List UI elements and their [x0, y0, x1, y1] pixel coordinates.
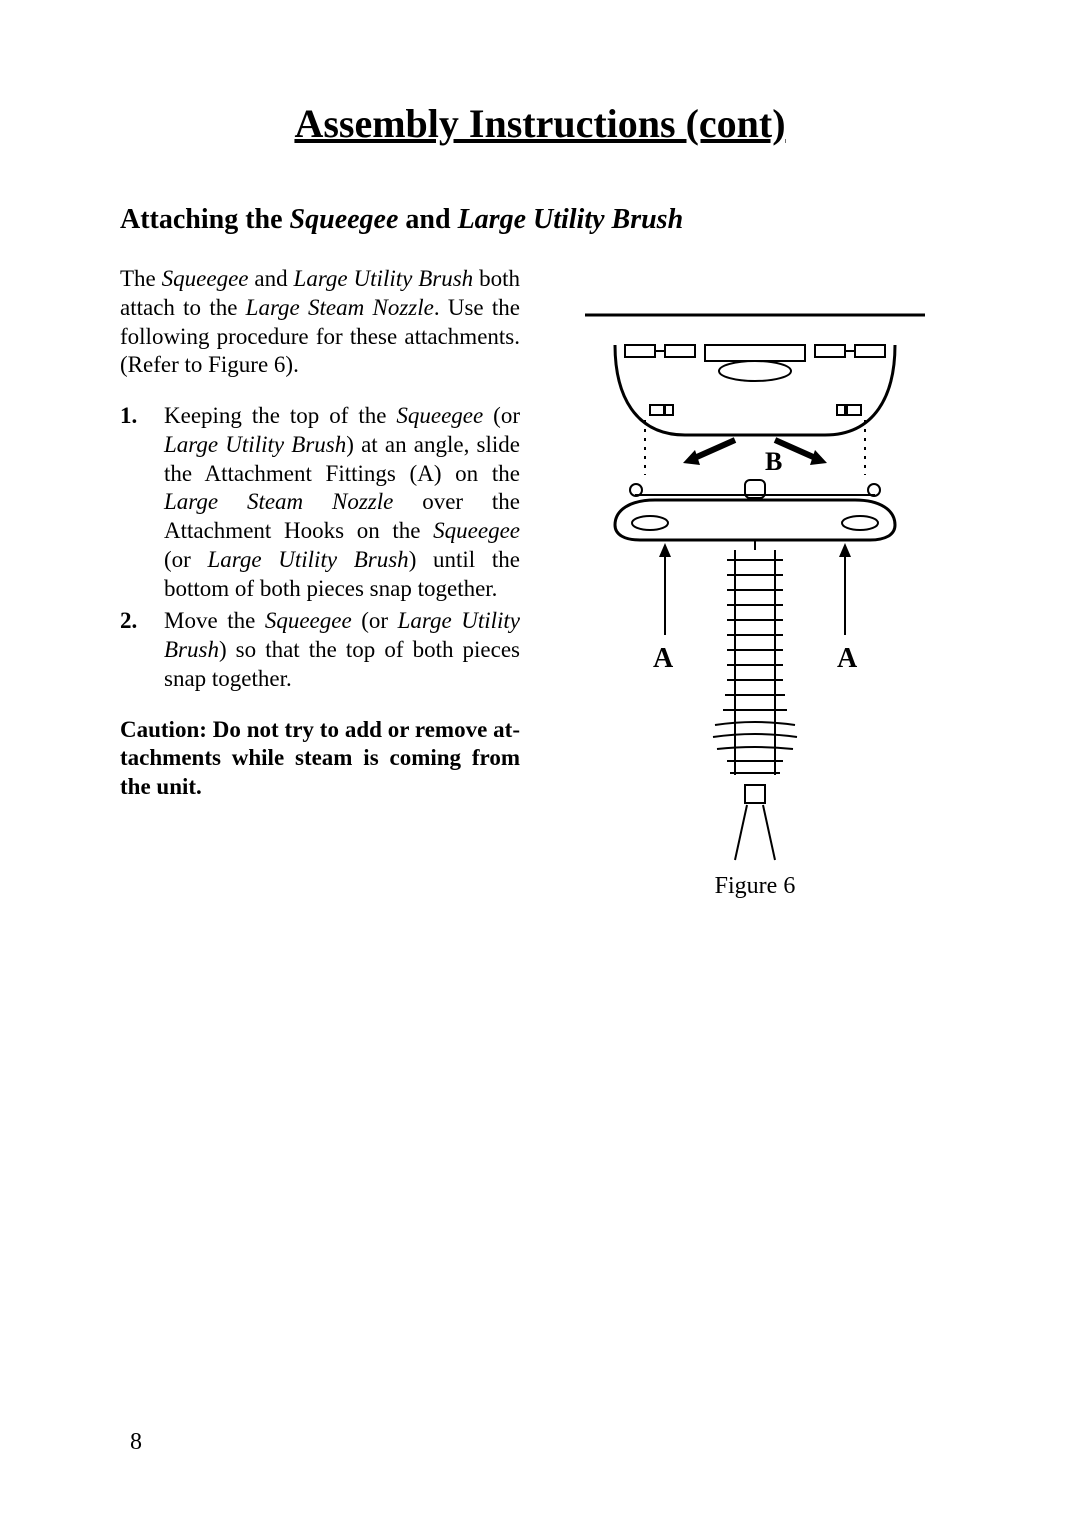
italic-term: Squeegee — [433, 518, 520, 543]
list-item: 2. Move the Squeegee (or Large Utility B… — [120, 607, 520, 693]
list-body: Keeping the top of the Squeegee (or Larg… — [164, 402, 520, 603]
figure-caption: Figure 6 — [715, 873, 796, 900]
text-segment: (or — [164, 547, 208, 572]
italic-term: Large Steam Nozzle — [246, 295, 434, 320]
page-title: Assembly Instructions (cont) — [120, 100, 960, 147]
italic-term: Squeegee — [396, 403, 483, 428]
text-segment: Keeping the top of the — [164, 403, 396, 428]
list-item: 1. Keeping the top of the Squeegee (or L… — [120, 402, 520, 603]
text-segment: Move the — [164, 608, 265, 633]
figure-column: B — [550, 265, 960, 900]
italic-term: Squeegee — [265, 608, 352, 633]
list-number: 1. — [120, 402, 164, 603]
figure-label-a-right: A — [837, 643, 858, 674]
heading-segment: and — [398, 204, 457, 235]
text-column: The Squeegee and Large Utility Brush bot… — [120, 265, 520, 802]
content-row: The Squeegee and Large Utility Brush bot… — [120, 265, 960, 900]
italic-term: Squeegee — [162, 266, 249, 291]
heading-italic: Large Utility Brush — [458, 204, 684, 235]
italic-term: Large Utility Brush — [208, 547, 409, 572]
section-heading: Attaching the Squeegee and Large Utility… — [120, 202, 960, 237]
text-segment: (or — [352, 608, 398, 633]
ordered-list: 1. Keeping the top of the Squeegee (or L… — [120, 402, 520, 694]
document-page: Assembly Instructions (cont) Attaching t… — [0, 0, 1080, 1526]
heading-italic: Squeegee — [290, 204, 399, 235]
italic-term: Large Steam Nozzle — [164, 489, 393, 514]
intro-paragraph: The Squeegee and Large Utility Brush bot… — [120, 265, 520, 380]
page-number: 8 — [130, 1429, 142, 1456]
figure-diagram-icon: B — [575, 305, 935, 865]
caution-paragraph: Caution: Do not try to add or remove at­… — [120, 716, 520, 802]
italic-term: Large Utility Brush — [294, 266, 474, 291]
heading-segment: Attaching the — [120, 204, 290, 235]
figure-label-a-left: A — [653, 643, 674, 674]
figure-label-b: B — [765, 447, 782, 476]
list-body: Move the Squeegee (or Large Utility Brus… — [164, 607, 520, 693]
text-segment: The — [120, 266, 162, 291]
list-number: 2. — [120, 607, 164, 693]
text-segment: (or — [483, 403, 520, 428]
italic-term: Large Utility Brush — [164, 432, 346, 457]
text-segment: and — [249, 266, 294, 291]
